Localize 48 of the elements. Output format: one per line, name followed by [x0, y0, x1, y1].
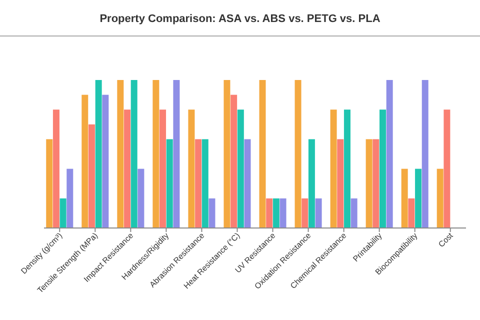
bar — [60, 198, 66, 228]
bar — [436, 168, 444, 228]
bar — [315, 198, 322, 228]
bar — [344, 110, 350, 228]
bar — [244, 139, 251, 228]
bar — [160, 110, 166, 228]
bar — [82, 94, 88, 228]
bar — [280, 198, 286, 228]
bar — [224, 80, 230, 228]
bar — [272, 198, 280, 228]
bar — [408, 198, 415, 228]
bar — [294, 80, 302, 228]
bar — [188, 110, 195, 228]
bar — [386, 80, 393, 228]
x-tick-label: Cost — [436, 230, 456, 250]
bar — [366, 139, 372, 228]
bar — [195, 139, 202, 228]
bar — [166, 139, 173, 228]
bar — [422, 80, 428, 228]
bar — [152, 80, 160, 228]
bar — [350, 198, 358, 228]
bar — [302, 198, 308, 228]
bar — [401, 168, 408, 228]
bar — [230, 94, 238, 228]
bar — [415, 168, 422, 228]
bar — [337, 139, 344, 228]
bar — [237, 110, 244, 228]
bar — [95, 80, 102, 228]
bar — [130, 80, 138, 228]
bar — [46, 139, 53, 228]
bar — [102, 94, 109, 228]
bar — [372, 139, 380, 228]
bar — [66, 168, 74, 228]
bar — [444, 110, 450, 228]
bar — [308, 139, 315, 228]
bar — [266, 198, 273, 228]
bar — [138, 168, 144, 228]
bar — [173, 80, 180, 228]
bar — [52, 110, 60, 228]
bar — [208, 198, 216, 228]
bar — [380, 110, 386, 228]
bar — [124, 110, 130, 228]
bar — [330, 110, 337, 228]
chart-title: Property Comparison: ASA vs. ABS vs. PETG vs. PLA — [100, 13, 380, 25]
bar — [202, 139, 208, 228]
bar — [88, 124, 95, 228]
bar — [117, 80, 124, 228]
bar — [259, 80, 266, 228]
